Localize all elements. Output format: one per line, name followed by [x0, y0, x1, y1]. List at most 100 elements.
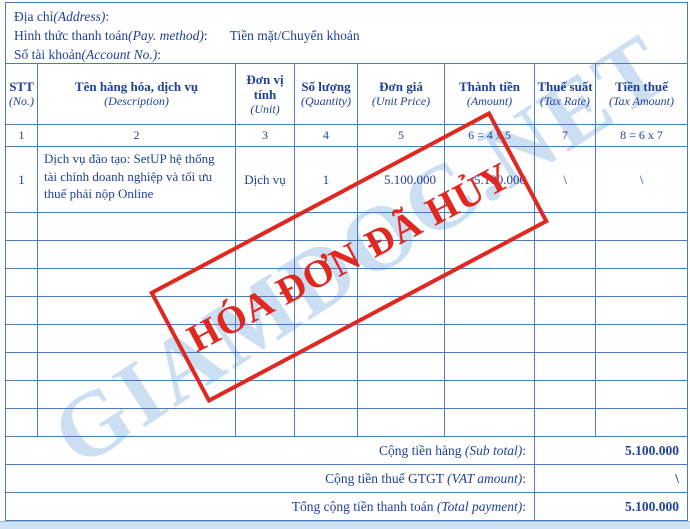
col-num-1: 1 — [5, 124, 38, 147]
col-header-amount: Thành tiền (Amount) — [444, 63, 535, 125]
empty-cell — [37, 408, 236, 437]
empty-cell — [37, 240, 236, 269]
total-payment-label: Tổng cộng tiền thanh toán (Total payment… — [5, 492, 535, 521]
total-payment-value: 5.100.000 — [534, 492, 688, 521]
col-header-unit: Đơn vị tính (Unit) — [235, 63, 295, 125]
col-num-2: 2 — [37, 124, 236, 147]
vat-amount-row: Cộng tiền thuế GTGT (VAT amount): \ — [5, 464, 688, 493]
address-label: Địa chỉ — [14, 9, 54, 24]
empty-cell — [444, 408, 535, 437]
empty-cell — [235, 324, 295, 353]
empty-cell — [5, 380, 38, 409]
empty-cell — [595, 380, 688, 409]
empty-cell — [595, 212, 688, 241]
total-payment-row: Tổng cộng tiền thanh toán (Total payment… — [5, 492, 688, 521]
pay-method-value: Tiền mặt/Chuyển khoản — [229, 28, 360, 43]
account-no-label: Số tài khoản — [14, 47, 82, 62]
pay-method-label: Hình thức thanh toán — [14, 28, 129, 43]
cell-unit: Dịch vụ — [235, 146, 295, 213]
empty-cell — [357, 296, 445, 325]
invoice-table: STT (No.) Tên hàng hóa, dịch vụ (Descripti… — [5, 63, 688, 521]
empty-cell — [5, 268, 38, 297]
address-line: Địa chỉ(Address): — [14, 7, 687, 26]
invoice-info-section: Địa chỉ(Address): Hình thức thanh toán(P… — [5, 2, 688, 63]
empty-cell — [534, 268, 596, 297]
empty-cell — [37, 324, 236, 353]
col-header-tax-rate: Thuế suất (Tax Rate) — [534, 63, 596, 125]
account-no-line: Số tài khoản(Account No.): — [14, 45, 687, 64]
empty-cell — [534, 380, 596, 409]
pay-method-label-en: (Pay. method) — [128, 28, 204, 43]
empty-cell — [357, 352, 445, 381]
column-number-row: 1 2 3 4 5 6 = 4 x 5 7 8 = 6 x 7 — [5, 124, 688, 147]
empty-cell — [5, 212, 38, 241]
col-num-4: 4 — [294, 124, 358, 147]
footer-bar — [0, 521, 690, 529]
vat-amount-value: \ — [534, 464, 688, 493]
table-empty-row — [5, 408, 688, 437]
empty-cell — [235, 380, 295, 409]
empty-cell — [294, 380, 358, 409]
empty-cell — [534, 408, 596, 437]
col-num-3: 3 — [235, 124, 295, 147]
table-empty-row — [5, 352, 688, 381]
empty-cell — [444, 296, 535, 325]
empty-cell — [5, 408, 38, 437]
vat-amount-label: Cộng tiền thuế GTGT (VAT amount): — [5, 464, 535, 493]
empty-cell — [444, 324, 535, 353]
empty-cell — [235, 408, 295, 437]
empty-cell — [534, 352, 596, 381]
table-header-row: STT (No.) Tên hàng hóa, dịch vụ (Descripti… — [5, 63, 688, 125]
empty-cell — [595, 408, 688, 437]
empty-cell — [595, 240, 688, 269]
account-no-label-en: (Account No.) — [81, 47, 158, 62]
address-colon: : — [105, 9, 110, 24]
empty-cell — [5, 296, 38, 325]
empty-cell — [534, 324, 596, 353]
table-row: 1 Dịch vụ đào tạo: SetUP hệ thống tài ch… — [5, 146, 688, 213]
cell-description: Dịch vụ đào tạo: SetUP hệ thống tài chín… — [37, 146, 236, 213]
cell-tax-rate: \ — [534, 146, 596, 213]
table-empty-row — [5, 212, 688, 241]
subtotal-label: Cộng tiền hàng (Sub total): — [5, 436, 535, 465]
empty-cell — [37, 212, 236, 241]
col-num-8: 8 = 6 x 7 — [595, 124, 688, 147]
subtotal-value: 5.100.000 — [534, 436, 688, 465]
empty-cell — [5, 240, 38, 269]
empty-cell — [444, 380, 535, 409]
empty-cell — [235, 352, 295, 381]
cell-tax-amount: \ — [595, 146, 688, 213]
empty-cell — [595, 352, 688, 381]
empty-cell — [37, 268, 236, 297]
empty-cell — [294, 268, 358, 297]
col-header-description: Tên hàng hóa, dịch vụ (Description) — [37, 63, 236, 125]
empty-cell — [294, 408, 358, 437]
col-num-6: 6 = 4 x 5 — [444, 124, 535, 147]
empty-cell — [595, 268, 688, 297]
cell-stt: 1 — [5, 146, 38, 213]
empty-cell — [235, 268, 295, 297]
empty-cell — [534, 212, 596, 241]
cell-amount: 5.100.000 — [444, 146, 535, 213]
empty-cell — [534, 240, 596, 269]
empty-cell — [294, 240, 358, 269]
table-empty-row — [5, 296, 688, 325]
empty-cell — [5, 352, 38, 381]
empty-cell — [595, 324, 688, 353]
empty-cell — [444, 268, 535, 297]
table-empty-row — [5, 380, 688, 409]
empty-cell — [294, 212, 358, 241]
col-num-7: 7 — [534, 124, 596, 147]
col-header-stt: STT (No.) — [5, 63, 38, 125]
table-empty-rows — [5, 212, 688, 437]
table-empty-row — [5, 268, 688, 297]
pay-method-colon: : — [203, 28, 208, 43]
empty-cell — [357, 408, 445, 437]
empty-cell — [357, 380, 445, 409]
empty-cell — [534, 296, 596, 325]
invoice-sheet: Địa chỉ(Address): Hình thức thanh toán(P… — [5, 2, 688, 521]
empty-cell — [444, 352, 535, 381]
address-label-en: (Address) — [53, 9, 106, 24]
empty-cell — [595, 296, 688, 325]
